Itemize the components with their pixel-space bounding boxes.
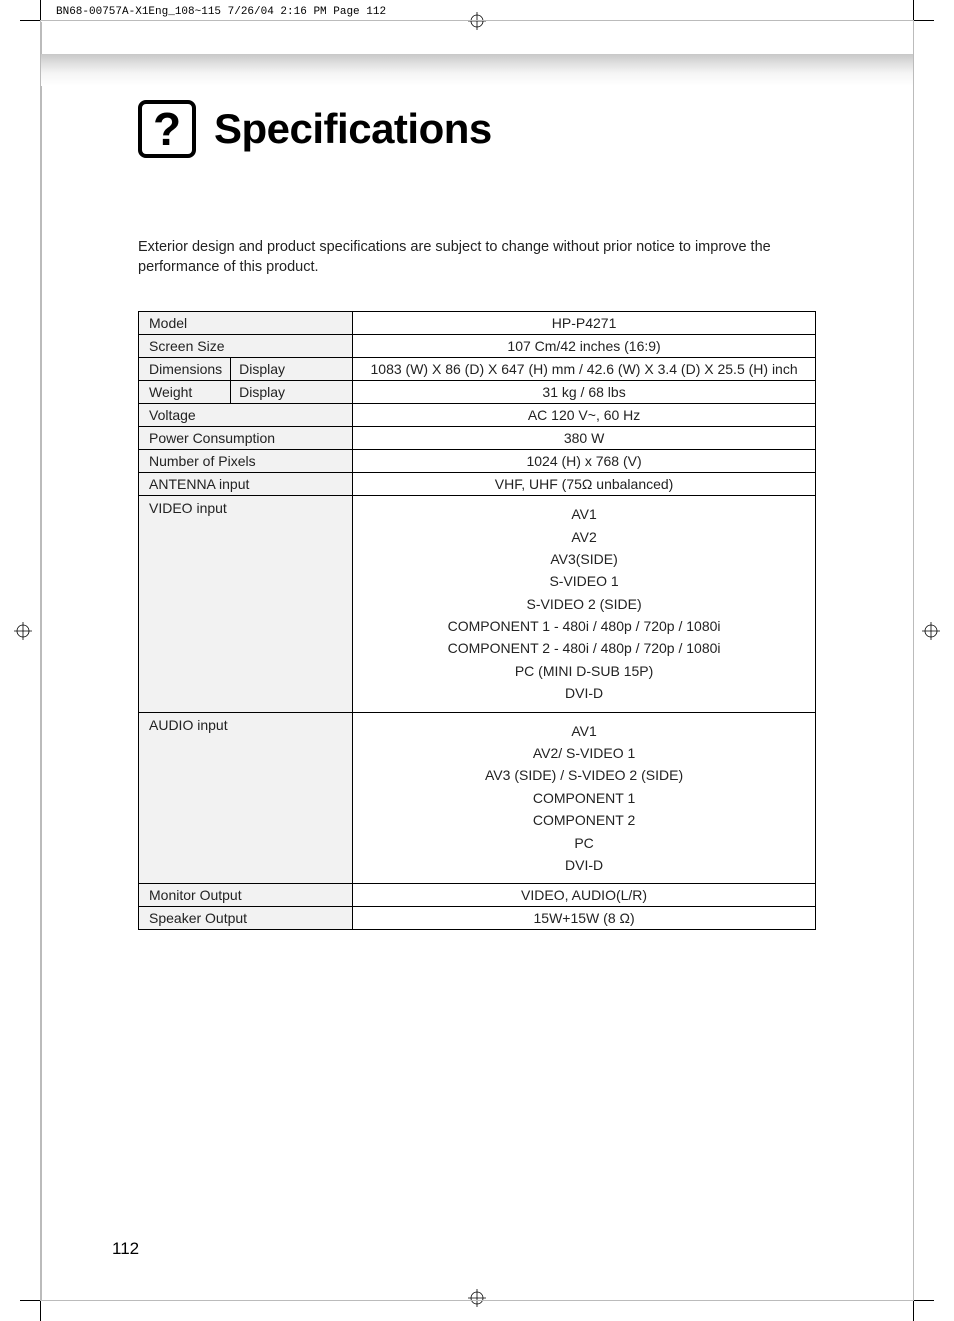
label-pixels: Number of Pixels [139,450,353,473]
audio-input-item: AV3 (SIDE) / S-VIDEO 2 (SIDE) [361,764,807,786]
table-row: Number of Pixels 1024 (H) x 768 (V) [139,450,816,473]
value-audio: AV1AV2/ S-VIDEO 1AV3 (SIDE) / S-VIDEO 2 … [353,712,816,884]
table-row: Dimensions Display 1083 (W) X 86 (D) X 6… [139,358,816,381]
header-gradient [41,54,913,86]
video-input-item: AV2 [361,526,807,548]
video-input-item: COMPONENT 2 - 480i / 480p / 720p / 1080i [361,637,807,659]
label-dimensions: Dimensions [139,358,231,381]
value-weight: 31 kg / 68 lbs [353,381,816,404]
value-screen-size: 107 Cm/42 inches (16:9) [353,335,816,358]
intro-text: Exterior design and product specificatio… [138,238,816,277]
label-power: Power Consumption [139,427,353,450]
value-voltage: AC 120 V~, 60 Hz [353,404,816,427]
audio-input-item: AV1 [361,720,807,742]
label-monitor: Monitor Output [139,884,353,907]
audio-input-item: COMPONENT 1 [361,787,807,809]
label-screen-size: Screen Size [139,335,353,358]
value-pixels: 1024 (H) x 768 (V) [353,450,816,473]
table-row: AUDIO input AV1AV2/ S-VIDEO 1AV3 (SIDE) … [139,712,816,884]
label-antenna: ANTENNA input [139,473,353,496]
sublabel-weight: Display [231,381,353,404]
value-video: AV1AV2AV3(SIDE)S-VIDEO 1S-VIDEO 2 (SIDE)… [353,496,816,713]
label-video: VIDEO input [139,496,353,713]
table-row: Screen Size 107 Cm/42 inches (16:9) [139,335,816,358]
value-power: 380 W [353,427,816,450]
video-input-item: DVI-D [361,682,807,704]
video-input-item: PC (MINI D-SUB 15P) [361,660,807,682]
value-speaker: 15W+15W (8 Ω) [353,907,816,930]
audio-input-item: COMPONENT 2 [361,809,807,831]
value-monitor: VIDEO, AUDIO(L/R) [353,884,816,907]
label-audio: AUDIO input [139,712,353,884]
video-input-item: AV3(SIDE) [361,548,807,570]
page-content: ? Specifications Exterior design and pro… [138,100,816,930]
video-input-item: COMPONENT 1 - 480i / 480p / 720p / 1080i [361,615,807,637]
table-row: Monitor Output VIDEO, AUDIO(L/R) [139,884,816,907]
audio-input-item: AV2/ S-VIDEO 1 [361,742,807,764]
video-input-item: S-VIDEO 1 [361,570,807,592]
table-row: VIDEO input AV1AV2AV3(SIDE)S-VIDEO 1S-VI… [139,496,816,713]
print-header: BN68-00757A-X1Eng_108~115 7/26/04 2:16 P… [56,6,386,18]
table-row: ANTENNA input VHF, UHF (75Ω unbalanced) [139,473,816,496]
table-row: Weight Display 31 kg / 68 lbs [139,381,816,404]
sublabel-dimensions: Display [231,358,353,381]
table-row: Power Consumption 380 W [139,427,816,450]
video-input-item: S-VIDEO 2 (SIDE) [361,593,807,615]
value-antenna: VHF, UHF (75Ω unbalanced) [353,473,816,496]
label-model: Model [139,312,353,335]
value-model: HP-P4271 [353,312,816,335]
label-speaker: Speaker Output [139,907,353,930]
audio-input-item: DVI-D [361,854,807,876]
label-weight: Weight [139,381,231,404]
video-input-item: AV1 [361,503,807,525]
table-row: Speaker Output 15W+15W (8 Ω) [139,907,816,930]
page-number: 112 [112,1239,139,1259]
table-row: Voltage AC 120 V~, 60 Hz [139,404,816,427]
table-row: Model HP-P4271 [139,312,816,335]
label-voltage: Voltage [139,404,353,427]
question-mark-icon: ? [138,100,196,158]
value-dimensions: 1083 (W) X 86 (D) X 647 (H) mm / 42.6 (W… [353,358,816,381]
page-title: Specifications [214,105,492,153]
spec-table: Model HP-P4271 Screen Size 107 Cm/42 inc… [138,311,816,930]
audio-input-item: PC [361,832,807,854]
title-row: ? Specifications [138,100,816,158]
